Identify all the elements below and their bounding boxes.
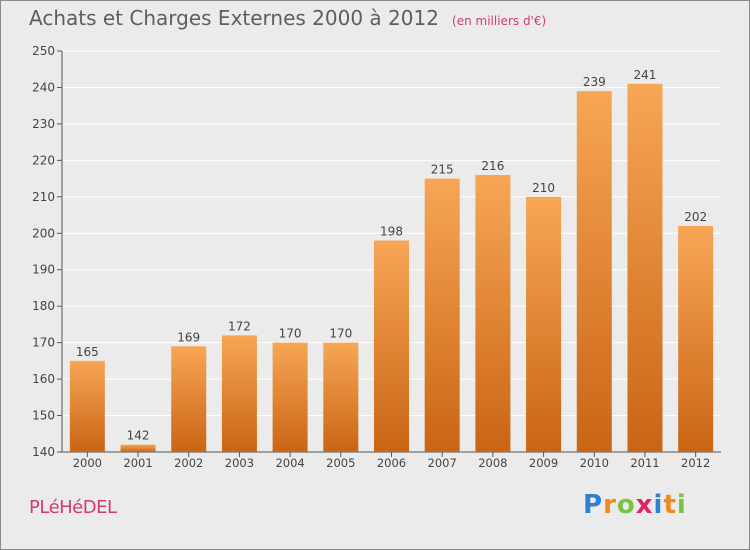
title-row: Achats et Charges Externes 2000 à 2012 (…	[29, 6, 546, 30]
y-tick-label: 170	[32, 336, 55, 350]
y-tick-label: 230	[32, 117, 55, 131]
logo-letter: o	[616, 490, 636, 520]
logo-letter: x	[635, 490, 654, 520]
logo-letter: i	[676, 490, 687, 520]
x-tick-label: 2001	[123, 456, 152, 470]
bar	[627, 83, 663, 453]
y-tick-label: 160	[32, 372, 55, 386]
data-label: 198	[380, 225, 403, 239]
x-tick-label: 2007	[428, 456, 457, 470]
data-label: 165	[76, 345, 99, 359]
y-tick-label: 150	[32, 409, 55, 423]
chart-title: Achats et Charges Externes 2000 à 2012	[29, 6, 439, 30]
x-tick-label: 2008	[478, 456, 507, 470]
y-tick-label: 240	[32, 80, 55, 94]
bar	[475, 174, 511, 453]
bar	[678, 225, 714, 452]
data-label: 202	[684, 210, 707, 224]
proxiti-logo: Proxiti	[583, 490, 687, 520]
x-tick-label: 2004	[275, 456, 304, 470]
commune-name: PLéHéDEL	[29, 497, 117, 518]
x-tick-label: 2010	[580, 456, 609, 470]
bar	[272, 342, 308, 452]
bar	[171, 346, 207, 452]
x-tick-label: 2005	[326, 456, 355, 470]
y-tick-label: 210	[32, 190, 55, 204]
bar	[221, 335, 257, 452]
data-label: 239	[583, 75, 606, 89]
bar	[120, 444, 156, 452]
x-tick-label: 2003	[225, 456, 254, 470]
y-tick-label: 180	[32, 299, 55, 313]
y-tick-label: 190	[32, 263, 55, 277]
bar	[374, 240, 409, 452]
x-tick-label: 2009	[529, 456, 558, 470]
logo-letter: r	[603, 490, 617, 520]
x-tick-label: 2006	[377, 456, 406, 470]
bar	[424, 178, 460, 452]
logo-letter: i	[653, 490, 664, 520]
data-label: 142	[127, 429, 150, 443]
data-label: 241	[634, 68, 657, 82]
data-label: 210	[532, 181, 555, 195]
y-tick-label: 250	[32, 44, 55, 58]
bar	[576, 91, 612, 452]
data-label: 170	[279, 327, 302, 341]
x-tick-label: 2002	[174, 456, 203, 470]
logo-letter: t	[663, 490, 677, 520]
data-label: 170	[329, 327, 352, 341]
y-tick-label: 220	[32, 153, 55, 167]
bar	[69, 360, 105, 452]
data-label: 216	[481, 159, 504, 173]
data-label: 169	[177, 330, 200, 344]
chart-unit: (en milliers d'€)	[452, 14, 547, 28]
data-label: 215	[431, 163, 454, 177]
logo-letter: P	[583, 490, 604, 520]
x-tick-label: 2012	[681, 456, 710, 470]
data-label: 172	[228, 319, 251, 333]
x-tick-label: 2000	[73, 456, 102, 470]
bar	[323, 342, 359, 452]
y-tick-label: 140	[32, 445, 55, 459]
bar	[526, 196, 562, 452]
y-tick-label: 200	[32, 226, 55, 240]
x-tick-label: 2011	[630, 456, 659, 470]
